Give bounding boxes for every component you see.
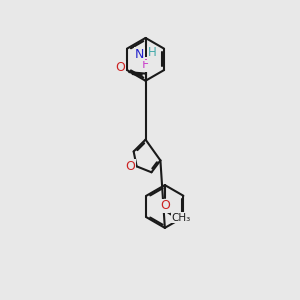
Text: O: O (126, 160, 136, 173)
Text: N: N (135, 48, 144, 61)
Text: H: H (148, 46, 157, 59)
Text: F: F (142, 58, 149, 71)
Text: O: O (160, 200, 170, 212)
Text: O: O (115, 61, 125, 74)
Text: CH₃: CH₃ (172, 213, 191, 223)
